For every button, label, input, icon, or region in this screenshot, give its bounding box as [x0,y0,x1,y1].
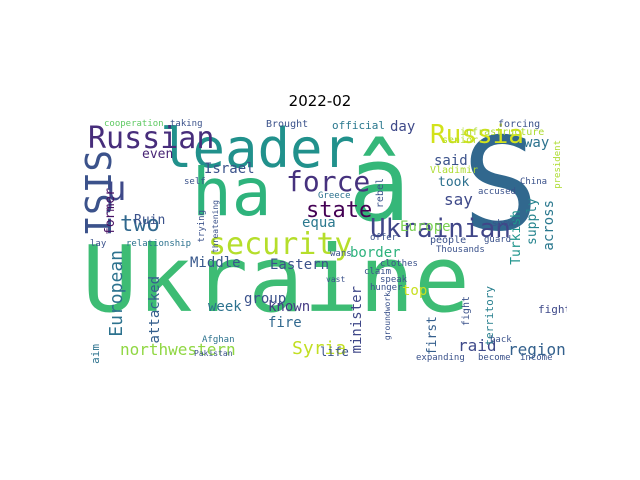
word-brought: Brought [266,119,309,130]
word-infrastructure: infrastructure [460,127,545,138]
word-top: top [402,283,428,299]
word-region: region [508,340,566,359]
word-say: say [444,190,473,209]
word-day: day [390,119,416,135]
word-president: president [553,140,563,189]
word-threatening: threatening [211,200,220,253]
word-become: become [478,353,511,363]
figure-title: 2022-02 [288,92,352,110]
word-across: across [541,200,557,251]
word-speak: speak [380,275,408,285]
word-china: China [520,177,548,187]
word-groundwork: groundwork [383,292,392,341]
word-israel: Israel [204,161,255,177]
word-hunger: hunger [370,283,403,293]
word-took: took [438,175,470,190]
word-u: u [106,169,127,209]
word-expanding: expanding [416,353,465,363]
word-russia: Russia [430,120,524,150]
word-taking: taking [170,119,203,129]
word-accused: accused [478,187,516,197]
word-vladimir: Vladimir [430,165,479,176]
word-first: first [425,316,440,356]
word-claim: claim [364,267,392,277]
word-syria: Syria [292,338,347,359]
word-way: way [524,135,550,151]
word-week: week [208,299,242,315]
word-greece: Greece [318,191,351,201]
word-guard: guard [484,235,512,245]
word-relationship: relationship [126,239,192,249]
word-attacked: attacked [147,276,163,344]
word-security: security [208,227,353,262]
word-force: force [286,165,371,198]
word-s: S [462,116,540,260]
word-cloud: Ukraine â S leader ha Russian Russia ISI… [80,116,567,364]
word-fire: fire [268,315,302,331]
word-fight: fight [461,296,472,327]
word-ruin: Ruin [134,213,166,228]
word-offer: offer [370,233,398,243]
word-thousands: Thousands [436,245,485,255]
word-border: border [350,245,401,261]
word-a-circumflex: â [348,123,411,245]
word-cooperation: cooperation [104,119,164,129]
word-known: known [268,299,311,315]
word-ukraine: Ukraine [82,226,470,333]
word-leader: leader [160,117,356,180]
word-ukrainian: Ukrainian [370,214,511,244]
word-two: two [120,212,160,237]
word-eastern: Eastern [270,257,330,273]
word-group: group [244,291,287,307]
word-official: official [332,119,385,132]
word-wans: wans [330,249,352,259]
word-ha: ha [192,154,272,231]
word-pakistan: Pakistan [194,349,233,358]
word-even: even [142,147,174,162]
word-minister: minister [349,286,365,354]
word-life: life [320,345,349,359]
word-people: people [430,235,467,246]
word-raid: raid [458,336,497,355]
word-self: self [184,177,206,187]
word-middle: Middle [190,255,241,271]
word-european: European [106,250,127,337]
word-rebel: rebel [375,178,386,209]
word-europe: Europe [400,219,451,235]
word-aim: aim [89,344,102,364]
word-show: show [492,219,514,229]
word-state: state [306,198,373,223]
word-senior: senior [442,135,479,146]
word-trying: trying [197,210,207,243]
word-clothes: clothes [380,259,418,269]
word-vast: vast [326,275,346,284]
word-afghan: Afghan [202,335,235,345]
word-russian: Russian [88,121,215,156]
word-northwestern: northwestern [120,340,236,359]
word-back: back [490,335,512,345]
word-income: income [520,353,553,363]
word-said: said [434,153,468,169]
word-former: former [103,188,118,235]
word-supply: supply [525,198,540,245]
word-equa: equa [302,215,336,231]
word-forcing: forcing [498,119,541,130]
word-lay: lay [90,239,107,249]
